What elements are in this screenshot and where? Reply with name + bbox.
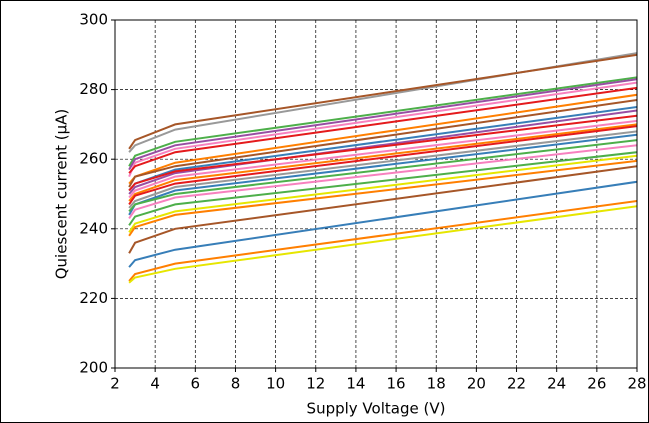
x-tick-label: 10 bbox=[266, 375, 285, 393]
series-line bbox=[128, 200, 638, 282]
y-tick-label: 220 bbox=[79, 289, 108, 307]
x-tick-label: 14 bbox=[346, 375, 365, 393]
series-line bbox=[128, 180, 638, 268]
y-tick-label: 280 bbox=[79, 80, 108, 98]
series-line bbox=[128, 53, 638, 150]
series-line bbox=[128, 52, 638, 153]
series-line bbox=[128, 76, 638, 167]
series-line bbox=[128, 139, 638, 213]
x-tick-label: 16 bbox=[387, 375, 406, 393]
x-tick-label: 20 bbox=[467, 375, 486, 393]
x-tick-label: 8 bbox=[231, 375, 241, 393]
x-tick-label: 6 bbox=[191, 375, 201, 393]
series-line bbox=[128, 99, 638, 188]
series-line bbox=[128, 130, 638, 209]
series-line bbox=[128, 144, 638, 219]
x-tick-label: 4 bbox=[150, 375, 160, 393]
y-tick-label: 260 bbox=[79, 150, 108, 168]
x-tick-label: 22 bbox=[507, 375, 526, 393]
x-tick-label: 2 bbox=[110, 375, 120, 393]
series-line bbox=[128, 159, 638, 237]
plot-border bbox=[114, 19, 638, 369]
series-line bbox=[128, 205, 638, 284]
series-line bbox=[128, 86, 638, 174]
series-line bbox=[128, 109, 638, 195]
x-tick-label: 24 bbox=[547, 375, 566, 393]
x-tick-label: 12 bbox=[306, 375, 325, 393]
series-line bbox=[128, 78, 638, 171]
series-line bbox=[128, 125, 638, 205]
series-line bbox=[128, 154, 638, 233]
series-line bbox=[128, 133, 638, 216]
y-tick-label: 240 bbox=[79, 219, 108, 237]
series-line bbox=[128, 165, 638, 254]
x-tick-label: 18 bbox=[427, 375, 446, 393]
series-line bbox=[128, 119, 638, 199]
y-tick-label: 300 bbox=[79, 11, 108, 29]
x-tick-label: 28 bbox=[627, 375, 646, 393]
series-line bbox=[128, 114, 638, 192]
x-axis-label: Supply Voltage (V) bbox=[307, 400, 446, 418]
y-axis-label: Quiescent current (µA) bbox=[53, 109, 71, 280]
series-line bbox=[128, 151, 638, 226]
y-tick-label: 200 bbox=[79, 359, 108, 377]
series-line bbox=[128, 123, 638, 202]
x-tick-label: 26 bbox=[587, 375, 606, 393]
